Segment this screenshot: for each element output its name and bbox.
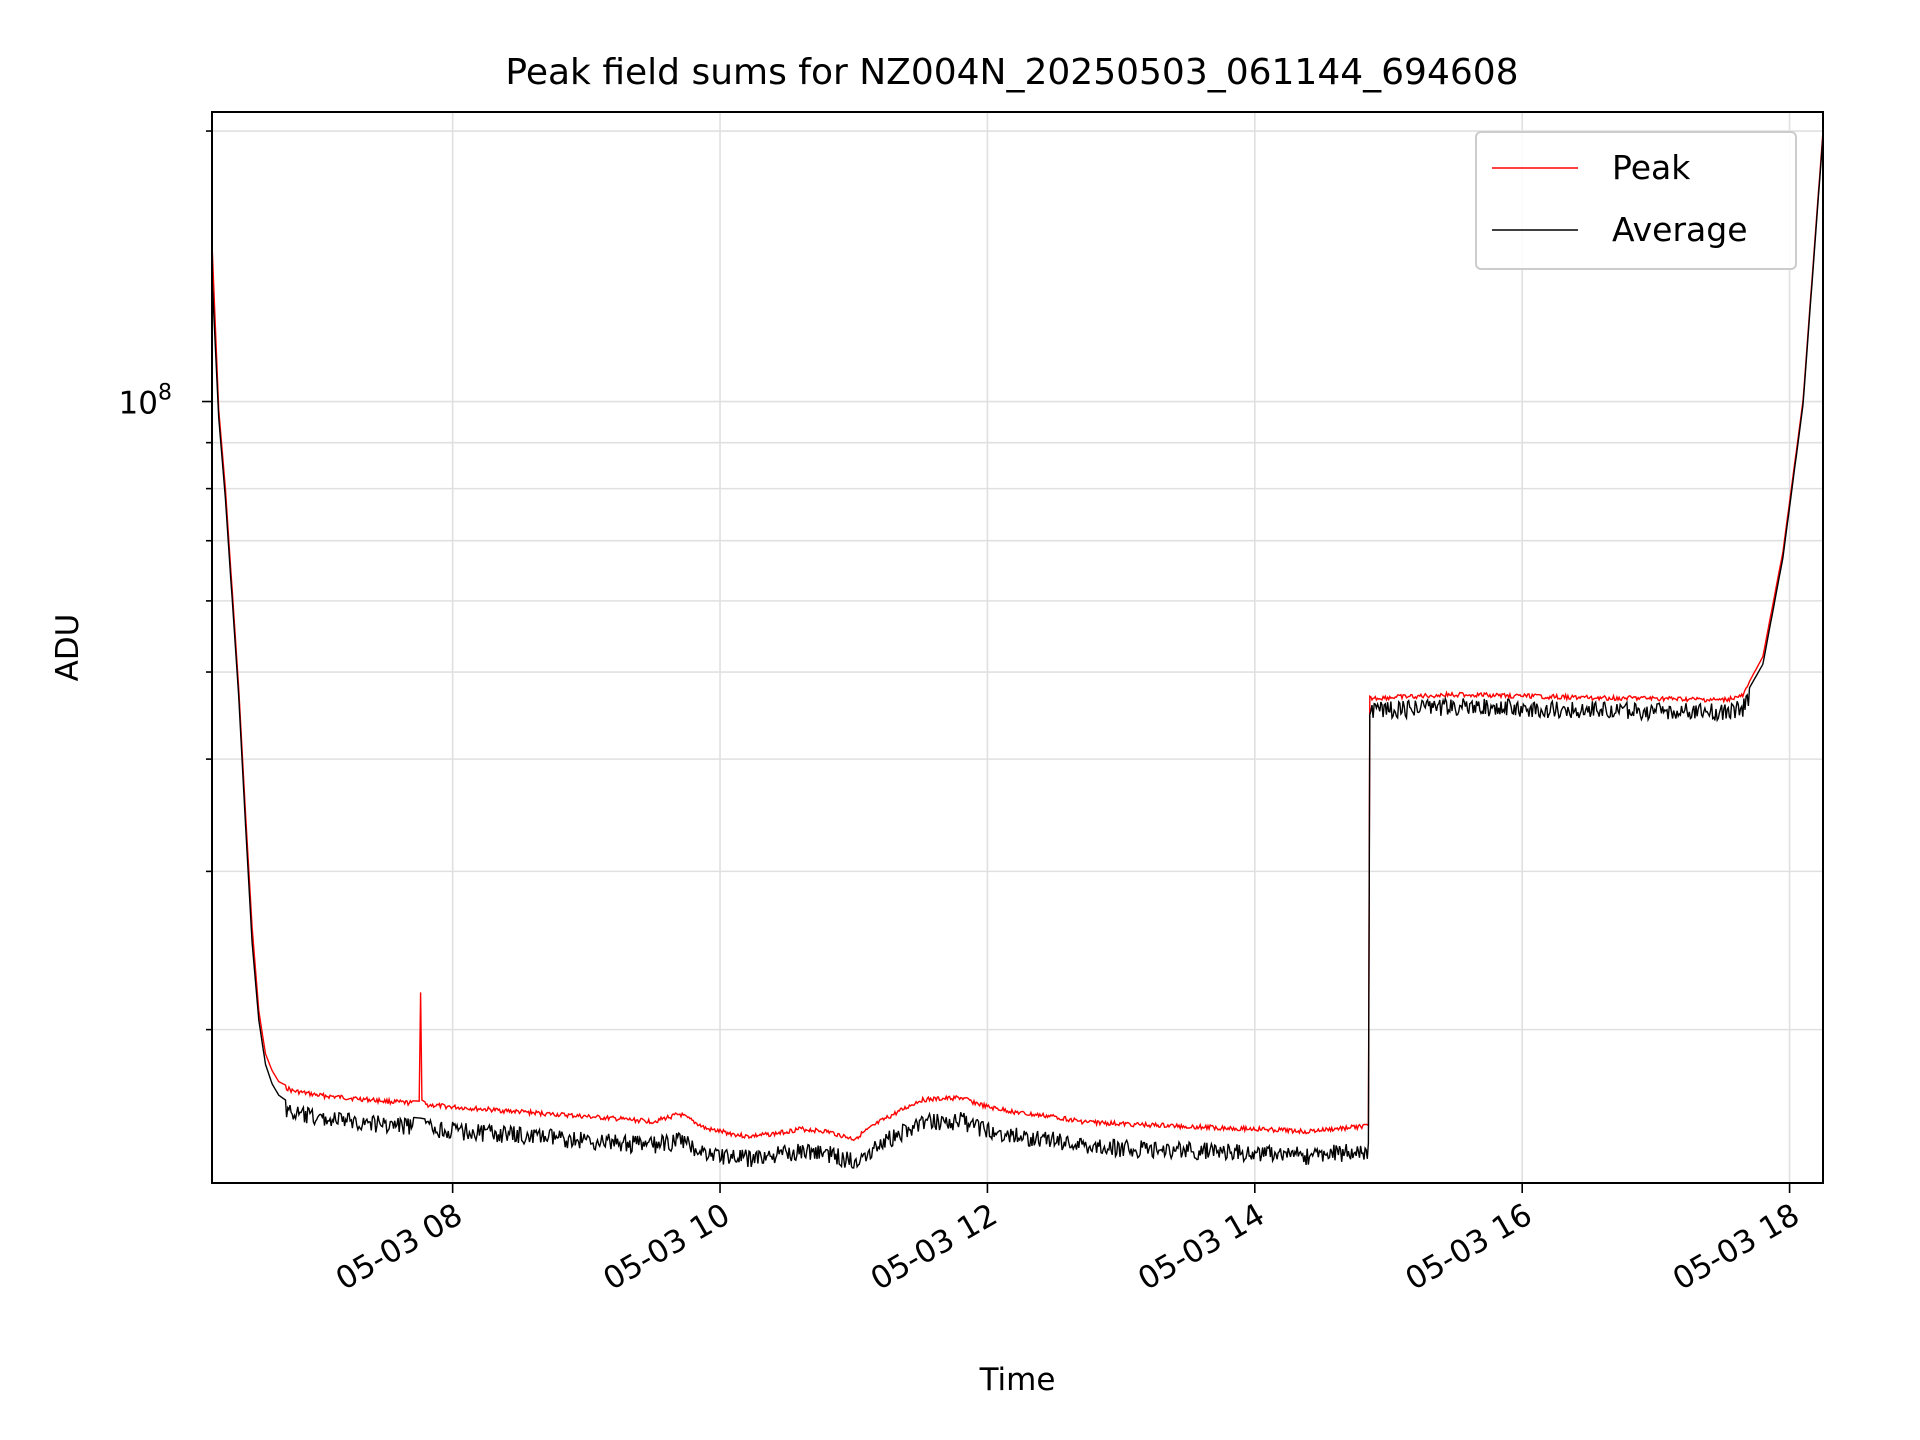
plot-frame bbox=[211, 111, 1824, 1184]
legend-label-peak: Peak bbox=[1612, 148, 1691, 187]
series-layer bbox=[211, 130, 1824, 1169]
y-tick-label: 108 bbox=[119, 381, 172, 422]
series-line-peak bbox=[211, 130, 1824, 1142]
series-line-average bbox=[211, 134, 1824, 1169]
x-axis-label: Time bbox=[979, 1362, 1056, 1398]
y-axis-label: ADU bbox=[50, 614, 86, 682]
y-tick-label-exponent: 8 bbox=[158, 381, 172, 406]
legend: Peak Average bbox=[1475, 131, 1797, 270]
chart-title: Peak field sums for NZ004N_20250503_0611… bbox=[505, 52, 1518, 93]
grid-layer bbox=[212, 112, 1823, 1183]
y-tick-label-base: 10 bbox=[119, 386, 158, 422]
y-axis: 108 bbox=[119, 130, 212, 1031]
legend-box bbox=[1475, 131, 1797, 270]
plot-area bbox=[211, 111, 1824, 1184]
legend-label-average: Average bbox=[1612, 210, 1748, 249]
